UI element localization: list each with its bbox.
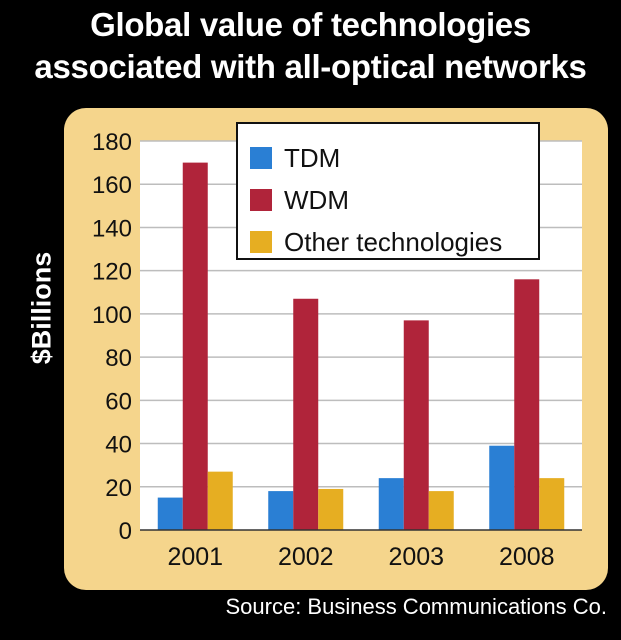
bar-tdm-2008 [489,445,515,530]
y-tick-label: 80 [105,345,132,372]
legend-item-other: Other technologies [250,222,502,262]
legend: TDM WDM Other technologies [236,122,540,260]
bar-other-technologies-2003 [428,491,454,530]
bar-tdm-2003 [378,478,404,530]
y-tick-label: 180 [92,129,132,156]
legend-label-tdm: TDM [284,142,341,173]
legend-swatch-other [250,231,272,253]
bar-other-technologies-2008 [539,478,565,530]
legend-item-wdm: WDM [250,180,349,220]
y-tick-label: 120 [92,259,132,286]
x-tick-label: 2008 [499,543,555,571]
y-tick-label: 60 [105,388,132,415]
x-tick-label: 2003 [388,543,444,571]
legend-swatch-tdm [250,147,272,169]
y-tick-label: 20 [105,475,132,502]
x-tick-label: 2002 [278,543,334,571]
bar-other-technologies-2001 [207,471,233,530]
y-tick-label: 140 [92,215,132,242]
source-note: Source: Business Communications Co. [225,594,608,619]
y-axis-label: $Billions [26,251,57,365]
bar-wdm-2003 [403,320,429,530]
bar-wdm-2001 [182,162,208,530]
y-tick-label: 100 [92,302,132,329]
title-line-2: associated with all-optical networks [34,48,587,85]
bar-wdm-2008 [514,279,540,530]
x-tick-label: 2001 [167,543,223,571]
bar-tdm-2002 [268,491,294,530]
bar-other-technologies-2002 [318,488,344,530]
chart-title: Global value of technologies associated … [0,4,621,88]
title-line-1: Global value of technologies [90,6,531,43]
legend-swatch-wdm [250,189,272,211]
bar-tdm-2001 [157,497,183,530]
legend-item-tdm: TDM [250,138,340,178]
y-tick-label: 0 [119,518,132,545]
legend-label-other: Other technologies [284,226,503,257]
y-tick-label: 40 [105,432,132,459]
bar-wdm-2002 [293,298,319,530]
y-tick-label: 160 [92,172,132,199]
legend-label-wdm: WDM [284,184,349,215]
